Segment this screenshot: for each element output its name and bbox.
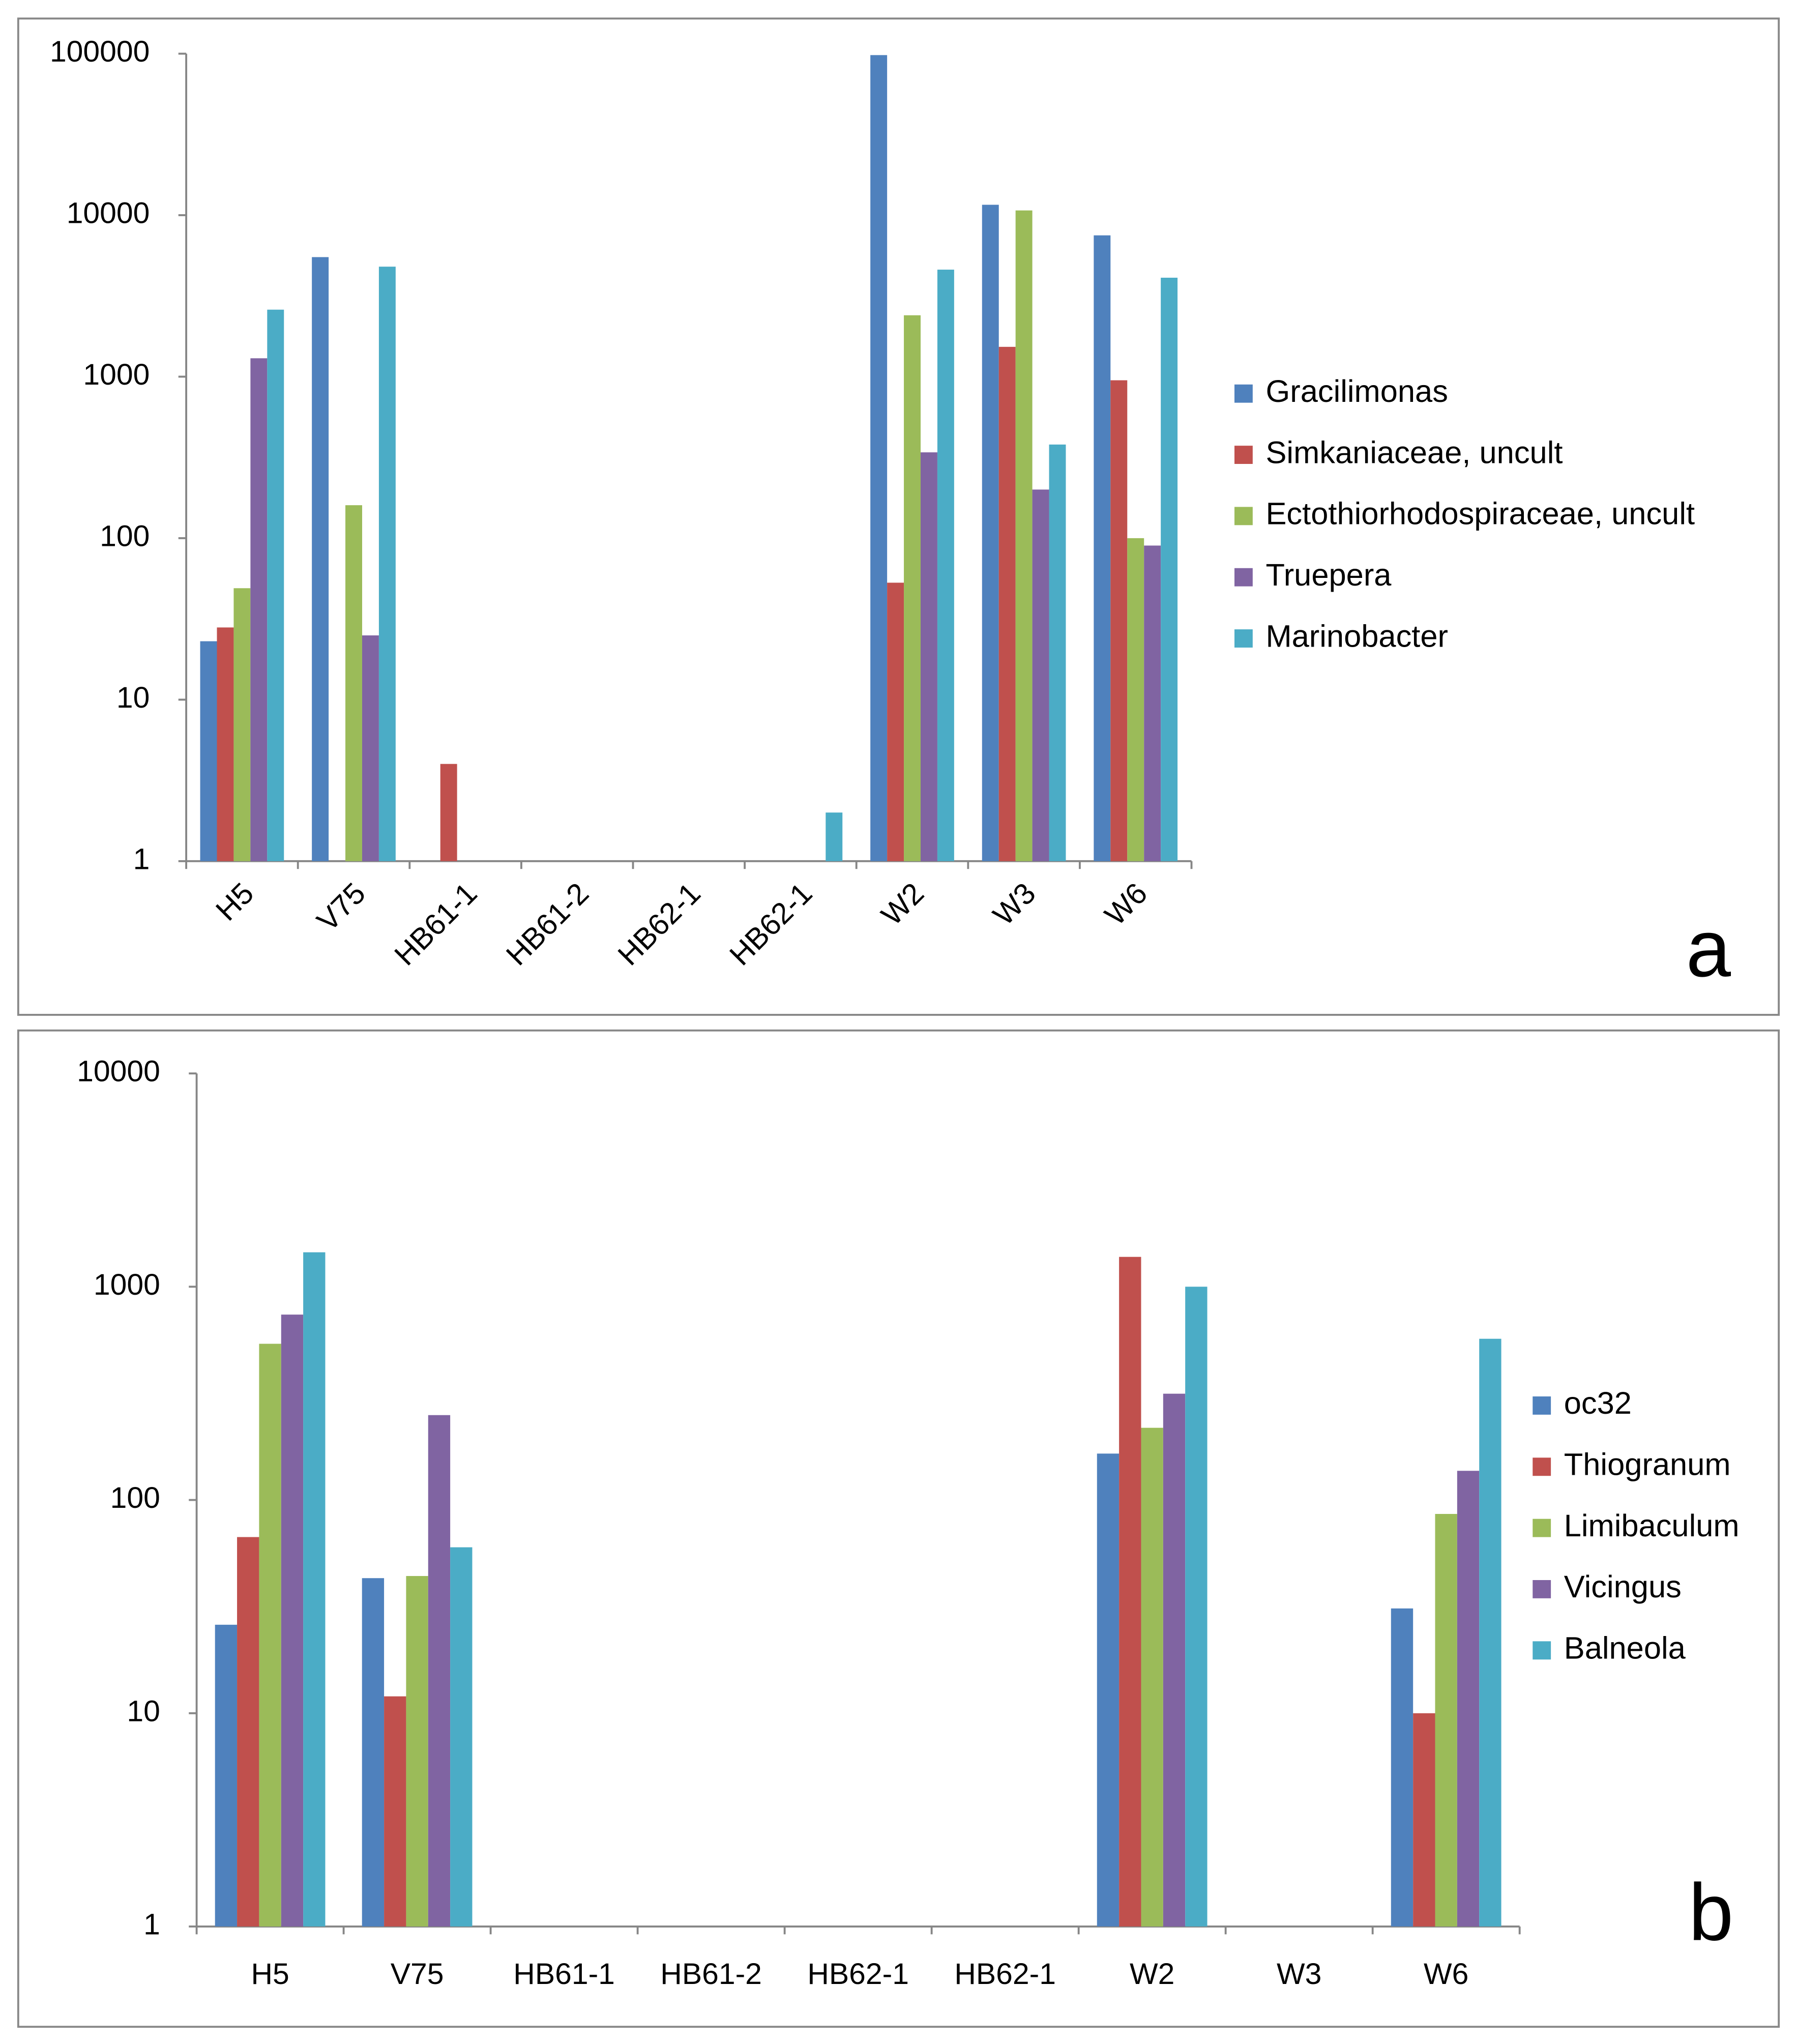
bar [1141, 1427, 1163, 1927]
x-tick-label: W6 [1424, 1958, 1468, 1991]
bar [1032, 489, 1049, 861]
legend-swatch [1234, 446, 1253, 464]
bar [870, 55, 888, 861]
legend-label: Truepera [1265, 558, 1392, 593]
legend-swatch [1533, 1580, 1551, 1598]
bar [217, 627, 234, 861]
legend-swatch [1533, 1396, 1551, 1415]
bar [312, 257, 329, 861]
y-tick-label: 1 [143, 1908, 160, 1941]
bar [1479, 1338, 1501, 1927]
bar [1127, 538, 1144, 861]
bar [904, 315, 921, 861]
x-tick-label: HB61-1 [513, 1958, 615, 1991]
bar [1110, 380, 1128, 861]
y-tick-label: 1 [133, 842, 150, 875]
bar [1094, 235, 1111, 861]
x-tick-label: W3 [1277, 1958, 1321, 1991]
legend-swatch [1234, 568, 1253, 587]
bar [887, 582, 904, 861]
bar [303, 1252, 326, 1927]
y-tick-label: 10 [116, 681, 150, 714]
y-tick-label: 10000 [77, 1055, 160, 1088]
bar [384, 1696, 406, 1927]
legend-label: Ectothiorhodospiraceae, uncult [1265, 497, 1695, 532]
y-tick-label: 100000 [50, 35, 150, 68]
bar [1119, 1257, 1141, 1927]
y-tick-label: 100 [100, 519, 150, 552]
bar [237, 1537, 259, 1927]
bar [259, 1344, 281, 1927]
x-tick-label: V75 [391, 1958, 444, 1991]
bar [233, 588, 251, 861]
bar [982, 205, 999, 861]
y-tick-label: 100 [110, 1481, 160, 1514]
y-tick-label: 10000 [67, 197, 150, 230]
legend-swatch [1234, 629, 1253, 648]
legend-label: Marinobacter [1265, 619, 1448, 654]
legend-swatch [1533, 1641, 1551, 1660]
x-tick-label: HB62-1 [954, 1958, 1056, 1991]
legend-label: oc32 [1564, 1386, 1632, 1421]
legend-swatch [1533, 1519, 1551, 1537]
bar [920, 452, 937, 861]
bar [440, 764, 457, 861]
bar [1144, 545, 1161, 861]
bar [215, 1624, 238, 1927]
x-tick-label: HB61-2 [660, 1958, 762, 1991]
bar [250, 358, 268, 861]
bar [826, 812, 843, 861]
bar [1049, 444, 1066, 861]
bar [998, 346, 1016, 861]
bar [1435, 1514, 1457, 1927]
bar [378, 267, 396, 861]
bar [1015, 210, 1033, 861]
bar [362, 635, 379, 861]
y-tick-label: 1000 [94, 1268, 160, 1301]
bar [362, 1578, 385, 1927]
y-tick-label: 1000 [83, 358, 150, 391]
bar [428, 1415, 451, 1927]
x-tick-label: W2 [1130, 1958, 1174, 1991]
bar [281, 1315, 304, 1927]
bar [1457, 1471, 1480, 1927]
legend-label: Simkaniaceae, uncult [1265, 435, 1563, 470]
legend-label: Vicingus [1564, 1569, 1682, 1604]
legend-swatch [1533, 1457, 1551, 1476]
legend-label: Balneola [1564, 1631, 1686, 1666]
bar [1413, 1713, 1435, 1927]
panel-label: a [1686, 903, 1731, 994]
bar [450, 1547, 473, 1927]
bar [200, 641, 217, 861]
legend-label: Limibaculum [1564, 1508, 1740, 1543]
bar [345, 505, 362, 861]
panel-label: b [1689, 1867, 1733, 1958]
bar [937, 270, 954, 861]
bar [1163, 1393, 1186, 1927]
legend-swatch [1234, 384, 1253, 403]
bar [1185, 1287, 1207, 1927]
x-tick-label: HB62-1 [807, 1958, 909, 1991]
legend-label: Thiogranum [1564, 1447, 1731, 1482]
bar [1161, 277, 1178, 861]
x-tick-label: H5 [251, 1958, 289, 1991]
y-tick-label: 10 [127, 1695, 160, 1728]
bar [406, 1576, 428, 1927]
bar [267, 309, 284, 861]
bar [1097, 1453, 1120, 1927]
bar [1391, 1608, 1413, 1927]
legend-label: Gracilimonas [1265, 374, 1448, 409]
legend-swatch [1234, 507, 1253, 525]
